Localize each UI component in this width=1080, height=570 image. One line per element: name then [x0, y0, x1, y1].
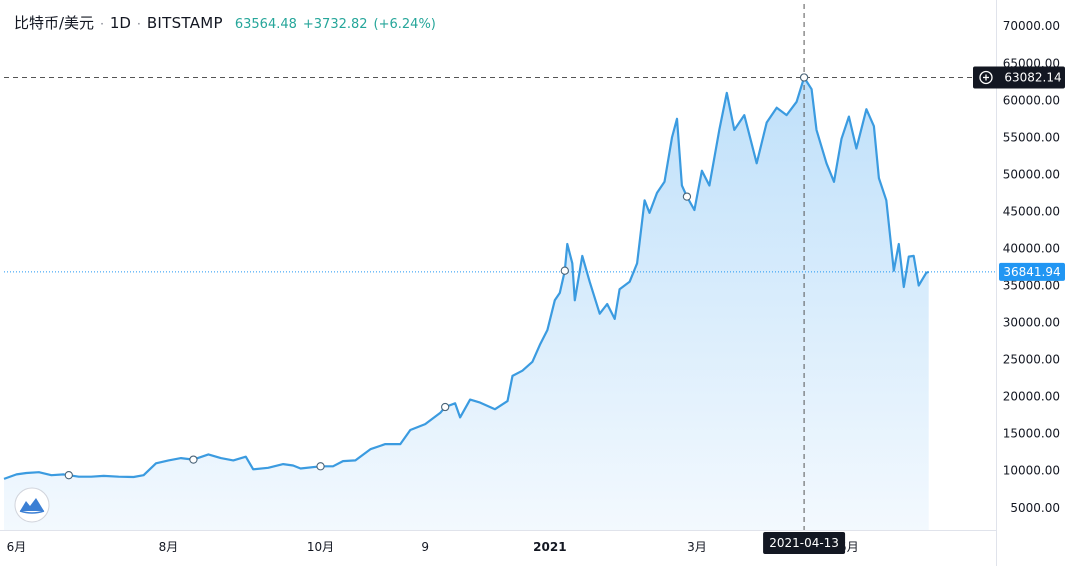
y-tick-label: 40000.00	[1003, 241, 1060, 255]
y-tick-label: 50000.00	[1003, 167, 1060, 181]
last-value-tag: 36841.94	[999, 262, 1065, 281]
crosshair-price-label: 63082.14	[1004, 70, 1061, 84]
y-tick-label: 55000.00	[1003, 130, 1060, 144]
y-tick-label: 20000.00	[1003, 390, 1060, 404]
timeframe-label[interactable]: 1D	[109, 14, 131, 32]
price-change: +3732.82	[302, 17, 368, 32]
separator-dot: ·	[100, 17, 104, 31]
y-tick-label: 10000.00	[1003, 464, 1060, 478]
event-marker	[441, 402, 450, 412]
y-tick-label: 25000.00	[1003, 353, 1060, 367]
price-change-percent: (+6.24%)	[373, 17, 436, 32]
crosshair-date-tag: 2021-04-13	[763, 532, 846, 554]
area-fill	[4, 77, 929, 530]
y-tick-label: 5000.00	[1010, 501, 1060, 515]
y-tick-label: 35000.00	[1003, 279, 1060, 293]
y-tick-label: 15000.00	[1003, 427, 1060, 441]
event-marker	[189, 455, 198, 464]
last-value-tag-bg	[999, 262, 1065, 281]
crosshair-date-label: 2021-04-13	[769, 536, 839, 550]
event-marker	[64, 471, 73, 480]
event-marker	[560, 266, 569, 275]
separator-dot: ·	[136, 17, 141, 31]
symbol-name[interactable]: 比特币/美元	[14, 14, 95, 32]
x-tick-label: 6月	[7, 540, 27, 554]
crosshair-price-tag-bg	[973, 66, 1065, 89]
x-tick-label: 8月	[159, 540, 179, 554]
x-tick-label: 2021	[533, 540, 566, 554]
x-tick-label: 10月	[307, 540, 334, 554]
logo-mountains	[20, 498, 44, 511]
add-alert-icon[interactable]	[979, 70, 993, 85]
y-tick-label: 70000.00	[1003, 19, 1060, 33]
price-line	[3, 76, 930, 480]
x-tick-label: 3月	[687, 540, 707, 554]
event-marker	[316, 462, 325, 471]
y-tick-label: 45000.00	[1003, 204, 1060, 218]
y-tick-label: 60000.00	[1003, 93, 1060, 107]
crosshair-date-tag-bg	[763, 532, 846, 554]
event-marker	[799, 73, 809, 82]
y-tick-label: 30000.00	[1003, 316, 1060, 330]
chart-legend-header: 比特币/美元 · 1D · BITSTAMP 63564.48 +3732.82…	[14, 12, 436, 33]
exchange-label: BITSTAMP	[146, 14, 223, 32]
event-marker	[682, 192, 692, 201]
last-price: 63564.48	[234, 17, 297, 32]
last-value-label: 36841.94	[1003, 265, 1060, 279]
logo-wave	[19, 510, 45, 514]
x-tick-label: 9	[421, 540, 429, 554]
add-alert-icon-ring	[979, 70, 993, 85]
crosshair-price-tag[interactable]: 63082.14	[973, 66, 1065, 89]
tradingview-logo-icon	[14, 487, 50, 523]
